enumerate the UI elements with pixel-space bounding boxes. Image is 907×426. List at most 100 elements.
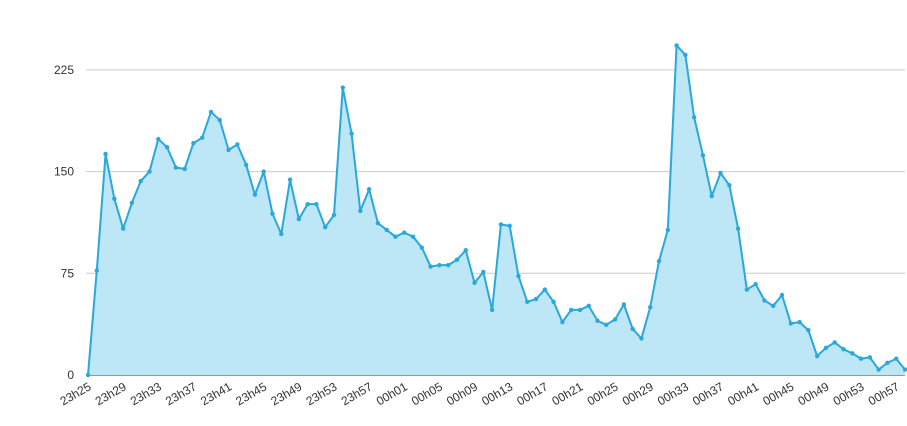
data-point [568,307,574,313]
data-point [384,227,389,233]
data-point [305,201,310,207]
data-point [806,328,811,333]
data-point [358,208,363,214]
data-point [147,169,152,174]
x-tick-label: 00h37 [690,379,726,408]
x-tick-label: 00h41 [725,379,761,408]
data-point [656,258,662,264]
data-point [542,287,548,292]
data-point [788,321,793,326]
data-point [156,136,161,142]
data-point [226,147,231,153]
data-point [217,117,222,123]
series-line-group [87,44,906,376]
x-tick-label: 00h25 [585,379,621,408]
data-point [489,307,495,313]
data-point [894,356,899,361]
x-tick-label: 23h33 [128,379,164,408]
data-point [560,319,565,325]
data-point [481,269,486,275]
data-point [902,367,907,372]
x-tick-label: 00h21 [550,379,586,408]
series-line [87,44,906,376]
x-tick-label: 00h49 [796,379,832,408]
data-point [683,52,688,58]
data-point [349,131,354,136]
data-point [612,317,618,322]
x-tick-label: 23h25 [58,379,94,408]
x-tick-label: 23h49 [268,379,304,408]
x-tick-label: 00h05 [409,379,445,408]
data-point [551,299,556,304]
data-point [270,211,275,216]
data-point [322,225,328,230]
data-point [138,178,143,184]
x-tick-label: 00h33 [655,379,691,408]
data-point [410,234,416,239]
x-tick-label: 00h29 [620,379,656,408]
data-point [674,43,679,48]
data-point [850,351,855,356]
x-tick-label: 23h53 [304,379,340,408]
data-point [876,367,881,372]
data-point [437,262,442,268]
data-point [129,200,135,205]
data-point [419,245,425,250]
data-point [428,264,433,269]
data-point [498,222,504,227]
data-point [252,192,258,197]
data-point [858,356,864,361]
data-point [261,169,266,174]
data-point [103,151,108,157]
data-point [885,360,890,365]
data-point [208,109,214,115]
data-point [665,227,671,233]
x-tick-label: 23h45 [233,379,269,408]
data-point [648,305,653,310]
data-point [586,303,591,309]
data-point [753,281,758,287]
data-point [691,115,697,120]
data-point [85,372,91,378]
data-point [463,248,468,253]
data-point [814,353,820,359]
x-tick-label: 23h29 [93,379,129,408]
data-point [577,307,583,313]
data-point [164,144,170,150]
data-point [314,201,319,207]
data-point [797,319,802,325]
data-point [445,262,451,268]
data-point [235,142,240,147]
data-point [744,287,750,292]
data-point [630,326,635,332]
data-point [120,226,126,231]
data-point [331,212,337,218]
y-tick-label: 150 [54,165,74,179]
data-point [639,336,644,341]
x-tick-label: 00h13 [479,379,515,408]
data-point [375,220,381,226]
data-point [296,216,302,222]
data-point [366,187,372,192]
area-fill [88,45,905,376]
data-point [823,345,829,351]
x-tick-label: 23h37 [163,379,199,408]
data-point [700,153,706,158]
data-point [604,322,609,328]
data-point [191,140,196,146]
data-point [525,299,530,304]
y-tick-label: 225 [54,63,74,77]
data-point [621,302,627,307]
x-tick-label: 23h57 [339,379,375,408]
x-axis-ticks: 23h25 23h29 23h33 23h37 23h41 23h45 23h49 23h53… [58,379,902,408]
data-point [173,165,179,170]
data-point [393,234,398,239]
x-tick-label: 23h41 [198,379,234,408]
data-point [709,193,714,199]
x-tick-label: 00h57 [866,379,902,408]
data-point [200,135,205,140]
data-point [182,166,187,172]
data-point [287,177,293,182]
